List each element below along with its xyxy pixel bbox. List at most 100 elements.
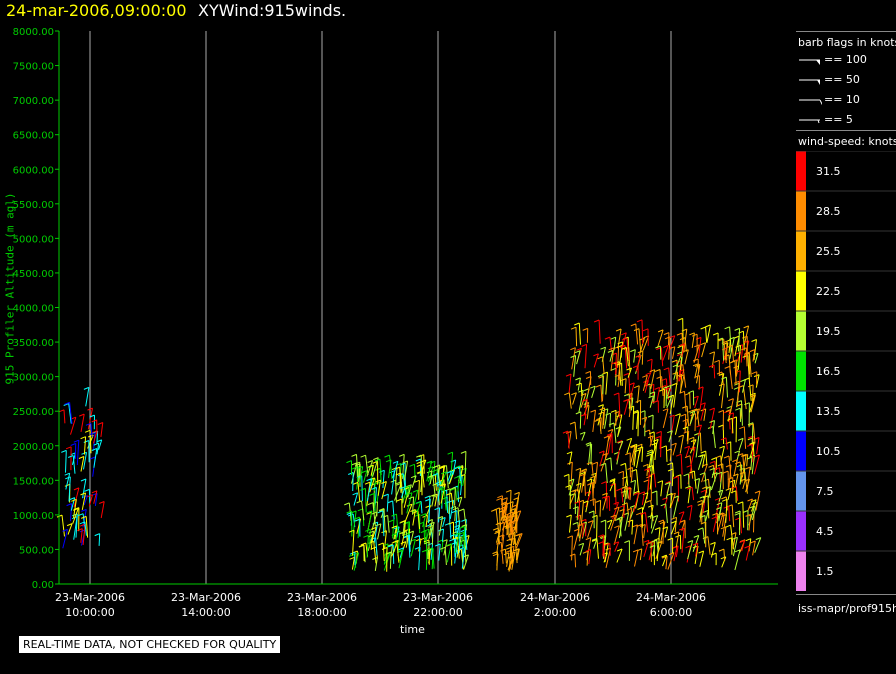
wind-barb (690, 446, 696, 466)
wind-barb-flag (84, 488, 90, 492)
wind-barb (596, 539, 599, 559)
wind-barb (94, 493, 98, 506)
wind-barb-flag (729, 360, 736, 364)
wind-barb (647, 468, 650, 491)
wind-barb (665, 482, 671, 499)
wind-barb-flag (575, 482, 582, 486)
wind-barb-flag (506, 538, 512, 542)
wind-barb (660, 521, 666, 544)
wind-barb-flag (613, 506, 620, 510)
wind-barb (85, 516, 89, 538)
wind-barb (697, 454, 704, 470)
wind-barb (732, 480, 736, 492)
wind-barb (592, 410, 596, 433)
wind-barb (383, 508, 386, 533)
wind-barb (587, 478, 593, 497)
wind-barb (649, 465, 654, 490)
wind-barb-flag (450, 505, 456, 509)
wind-barb-flag (454, 465, 461, 469)
wind-barb (624, 512, 630, 531)
chart-axes: 23-Mar-2006 10:00:00 23-Mar-2006 14:00:00 23… (13, 27, 778, 619)
wind-barb-flag (604, 336, 611, 340)
wind-barb (461, 547, 466, 569)
wind-barb-flag (606, 432, 613, 436)
wind-barb-flag (354, 516, 360, 520)
wind-barb-flag (694, 408, 700, 412)
wind-barb (673, 546, 678, 562)
wind-barb (571, 535, 573, 561)
wind-barb (608, 519, 613, 530)
wind-barb-flag (449, 534, 456, 537)
wind-barb-flag (649, 391, 655, 395)
wind-barb (617, 414, 623, 436)
wind-barb-flag (633, 492, 639, 496)
wind-barb (366, 460, 374, 477)
wind-barb (391, 470, 396, 495)
wind-barb-flag (689, 446, 696, 450)
wind-barb-flag (374, 458, 381, 462)
wind-barb-flag (89, 414, 95, 418)
wind-barb (659, 369, 662, 388)
x-tick-label-time: 6:00:00 (650, 606, 692, 619)
wind-barb-flag (741, 453, 747, 457)
y-tick-label: 6000.00 (13, 165, 54, 176)
wind-barb-flag (733, 380, 740, 384)
wind-barb-flag (651, 539, 657, 543)
wind-barb (745, 347, 748, 367)
wind-barb (364, 488, 367, 513)
wind-barb-flag (383, 493, 389, 497)
wind-barb-flag (448, 499, 454, 503)
wind-barb (617, 374, 621, 388)
wind-barb (580, 500, 584, 526)
wind-barb-flag (598, 541, 604, 545)
wind-barb (702, 454, 706, 468)
wind-barb (574, 553, 577, 568)
wind-barb-flag (664, 387, 670, 391)
wind-barb-flag (660, 503, 666, 507)
wind-barb (591, 462, 594, 477)
wind-barb-flag (496, 497, 502, 501)
wind-barb (90, 423, 93, 438)
wind-barb-flag (587, 482, 593, 486)
wind-barb-flag (629, 505, 636, 508)
legend-divider (796, 594, 896, 595)
wind-barb-flag (388, 544, 394, 548)
wind-barb (596, 515, 598, 539)
legend-panel: barb flags in knots == 100 == 50 == 10 =… (796, 31, 896, 621)
wind-barb-flag (346, 460, 352, 464)
wind-barb-flag (456, 496, 462, 500)
wind-barb-flag (575, 514, 581, 518)
wind-barb-flag (670, 492, 676, 496)
wind-barb (432, 547, 435, 569)
wind-barb (692, 437, 695, 451)
wind-barb-flag (635, 399, 641, 403)
wind-barb-flag (460, 450, 467, 454)
wind-barb-flag (392, 460, 399, 464)
wind-barb-flag (645, 500, 651, 503)
barb-legend-100: == 100 (798, 52, 896, 68)
wind-barb-flag (616, 345, 623, 348)
wind-barb (76, 440, 80, 466)
wind-barb-flag (616, 548, 623, 552)
wind-barb-flag (692, 542, 698, 546)
wind-barb (699, 550, 705, 567)
wind-barb-flag (93, 442, 99, 446)
wind-barb (446, 465, 449, 489)
wind-barb-flag (614, 525, 620, 529)
wind-barb-flag (626, 507, 632, 511)
wind-barb-flag (585, 549, 591, 552)
wind-barb (744, 471, 748, 494)
wind-barb (701, 342, 707, 358)
wind-barb (696, 408, 700, 427)
wind-barb (618, 516, 623, 539)
wind-barb-flag (90, 456, 96, 460)
wind-barb-flag (635, 354, 641, 358)
wind-barb-flag (352, 481, 359, 485)
wind-barb (607, 429, 614, 443)
wind-barb (650, 451, 653, 472)
wind-barb (660, 347, 664, 367)
wind-barb-flag (710, 541, 716, 545)
wind-barb (681, 528, 685, 553)
wind-barb-flag (360, 454, 366, 458)
wind-barb-flag (629, 382, 635, 386)
